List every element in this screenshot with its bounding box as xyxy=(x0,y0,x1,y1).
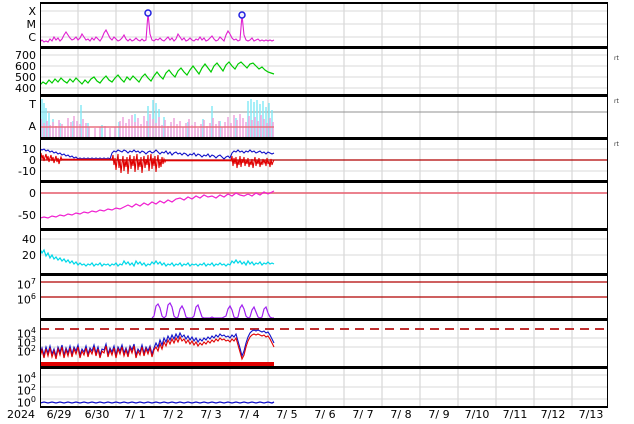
x-tick-7: 7/ 6 xyxy=(314,408,336,421)
panel-plot-xmc xyxy=(40,4,608,46)
ytick-proton-low-1e2: 102 xyxy=(16,383,36,398)
panel-xray-magnetic-flux: X M C xyxy=(27,4,608,46)
right-edge-label-3: rt xyxy=(614,141,619,148)
flare-marker-2 xyxy=(238,11,246,19)
ytick-dst-0: 0 xyxy=(29,187,36,200)
x-axis-year: 2024 xyxy=(7,408,35,421)
panel-plot-proton-mid xyxy=(40,321,608,366)
panel-frame xyxy=(40,183,608,228)
ytick-wind-500: 500 xyxy=(15,71,36,84)
x-tick-3: 7/ 2 xyxy=(162,408,184,421)
ytick-wind-400: 400 xyxy=(15,82,36,95)
panel-proton-flux-high: 107 106 xyxy=(17,276,608,318)
axis-label-x: X xyxy=(28,5,36,18)
panel-divider xyxy=(40,46,608,49)
panel-plot-proton-high xyxy=(40,276,608,318)
ytick-proton-mid-1e2: 102 xyxy=(16,344,36,359)
ytick-proton-low-1e4: 104 xyxy=(16,371,36,386)
panel-plot-activity xyxy=(40,231,608,273)
right-edge-label-1: rt xyxy=(614,55,619,62)
x-tick-11: 7/10 xyxy=(464,408,490,421)
x-tick-14: 7/13 xyxy=(578,408,604,421)
panel-frame xyxy=(40,369,608,407)
x-tick-1: 6/30 xyxy=(84,408,110,421)
panel-frame xyxy=(40,276,608,318)
x-tick-4: 7/ 3 xyxy=(200,408,222,421)
ytick-proton-mid-1e3: 103 xyxy=(16,335,36,350)
axis-label-t: T xyxy=(29,98,36,111)
panel-plot-bz xyxy=(40,140,608,180)
ytick-proton-low-1e0: 100 xyxy=(16,395,36,410)
panel-plot-proton-low xyxy=(40,369,608,407)
ytick-bz-neg10: -10 xyxy=(18,165,36,178)
x-tick-12: 7/11 xyxy=(502,408,528,421)
x-tick-9: 7/ 8 xyxy=(390,408,412,421)
panel-frame xyxy=(40,321,608,366)
x-tick-0: 6/29 xyxy=(46,408,72,421)
x-tick-8: 7/ 7 xyxy=(352,408,374,421)
panel-plot-dst xyxy=(40,183,608,228)
ytick-wind-600: 600 xyxy=(15,60,36,73)
x-tick-5: 7/ 4 xyxy=(238,408,260,421)
panel-divider xyxy=(40,366,608,369)
ytick-bz-0: 0 xyxy=(29,154,36,167)
axis-label-a: A xyxy=(28,120,36,133)
panel-divider xyxy=(40,180,608,183)
ytick-activity-20: 20 xyxy=(22,249,36,262)
ytick-proton-1e7: 107 xyxy=(16,277,36,292)
ytick-wind-700: 700 xyxy=(15,49,36,62)
panel-frame xyxy=(40,231,608,273)
panel-magnetic-field-bz: 10 0 -10 xyxy=(18,140,608,180)
ytick-bz-10: 10 xyxy=(22,143,36,156)
x-tick-13: 7/12 xyxy=(540,408,566,421)
x-axis-labels: 2024 6/29 6/30 7/ 1 7/ 2 7/ 3 7/ 4 7/ 5 … xyxy=(0,408,634,424)
panel-divider xyxy=(40,137,608,140)
panel-divider xyxy=(40,406,608,408)
x-tick-6: 7/ 5 xyxy=(276,408,298,421)
panel-dst-index: 0 -50 xyxy=(18,183,608,228)
panel-frame xyxy=(40,140,608,180)
panel-temperature-density: T A xyxy=(28,97,608,137)
panel-plot-ta xyxy=(40,97,608,137)
panel-divider xyxy=(40,273,608,276)
panel-divider xyxy=(40,94,608,97)
panel-frame xyxy=(40,97,608,137)
panel-divider xyxy=(40,228,608,231)
panel-proton-flux-low: 104 102 100 xyxy=(17,369,608,409)
ytick-proton-1e6: 106 xyxy=(16,292,36,307)
panel-divider xyxy=(40,2,608,4)
ytick-proton-mid-1e4: 104 xyxy=(16,326,36,341)
x-tick-2: 7/ 1 xyxy=(124,408,146,421)
panel-proton-flux-mid: 104 103 102 xyxy=(17,321,608,366)
panel-divider xyxy=(40,318,608,321)
right-edge-label-2: rt xyxy=(614,98,619,105)
flare-marker-1 xyxy=(144,9,152,17)
x-tick-10: 7/ 9 xyxy=(428,408,450,421)
axis-label-c: C xyxy=(28,31,36,44)
axis-label-m: M xyxy=(26,18,37,31)
ytick-dst-neg50: -50 xyxy=(18,209,36,222)
panel-geomagnetic-activity: 40 20 xyxy=(22,231,608,273)
panel-solar-wind-speed: 700 600 500 400 xyxy=(15,49,608,94)
panel-plot-wind xyxy=(40,49,608,94)
ytick-activity-40: 40 xyxy=(22,233,36,246)
panel-frame xyxy=(40,49,608,94)
panel-frame xyxy=(40,4,608,46)
